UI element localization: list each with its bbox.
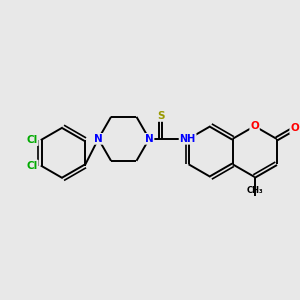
Text: N: N: [145, 134, 154, 144]
Text: O: O: [290, 123, 299, 134]
Text: CH₃: CH₃: [246, 186, 263, 195]
Text: Cl: Cl: [26, 135, 38, 145]
Text: Cl: Cl: [26, 160, 38, 170]
Text: N: N: [94, 134, 103, 144]
Text: S: S: [157, 111, 164, 121]
Text: NH: NH: [179, 134, 196, 144]
Text: O: O: [250, 121, 259, 131]
